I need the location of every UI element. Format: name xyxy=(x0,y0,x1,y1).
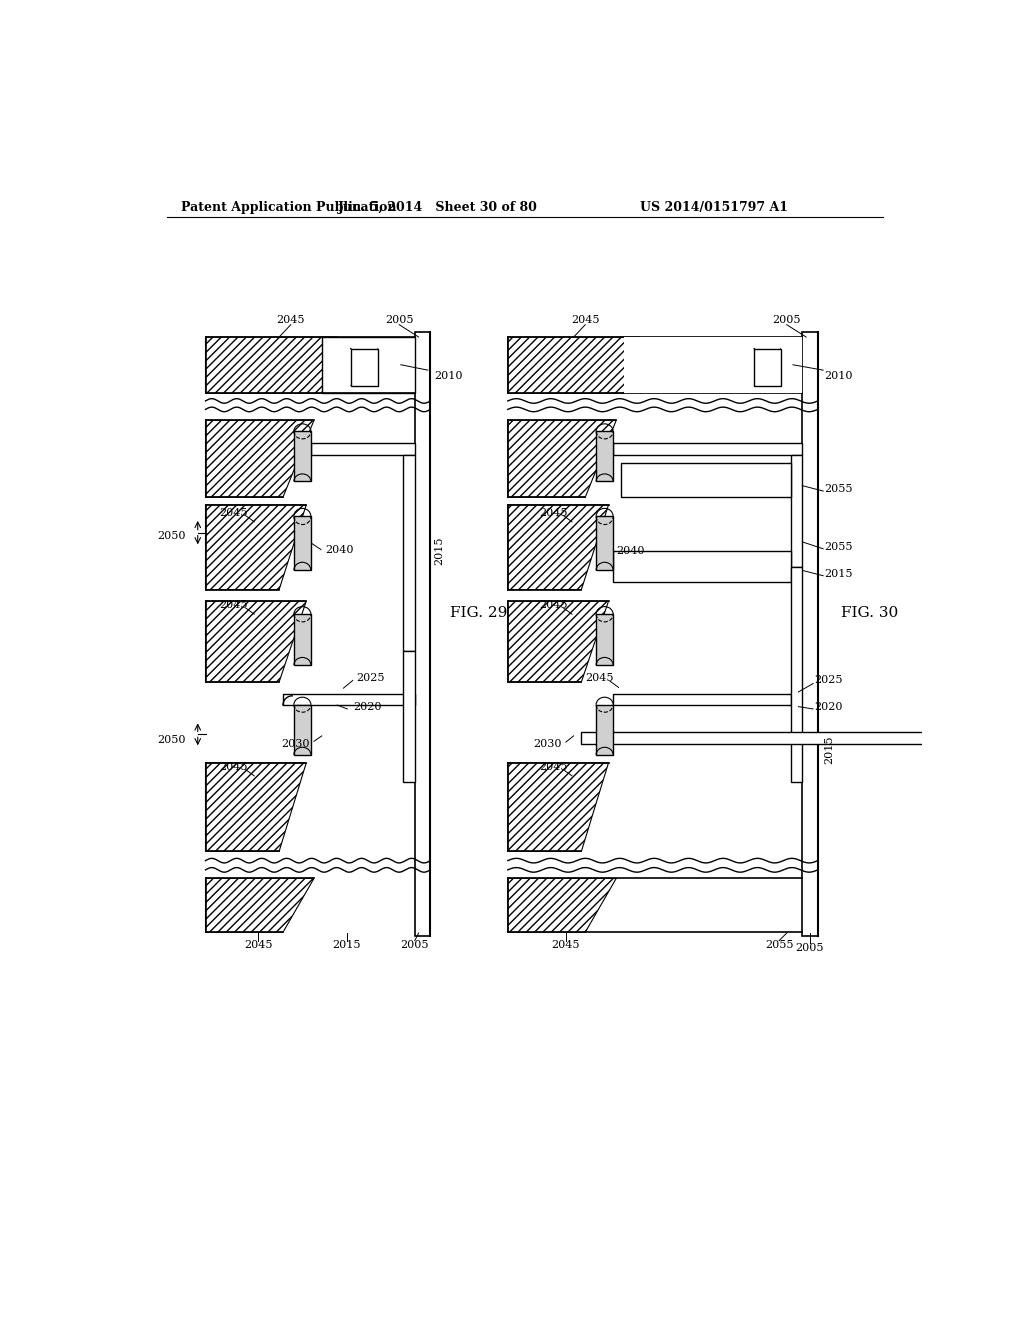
Text: 2045: 2045 xyxy=(539,762,567,772)
Text: 2025: 2025 xyxy=(356,673,385,684)
Polygon shape xyxy=(206,763,306,851)
Bar xyxy=(351,348,378,385)
Bar xyxy=(403,651,415,781)
Bar xyxy=(791,455,802,566)
Bar xyxy=(294,432,311,482)
Text: 2015: 2015 xyxy=(333,940,360,950)
Text: 2015: 2015 xyxy=(824,569,852,579)
Text: 2040: 2040 xyxy=(616,546,645,556)
Text: 2055: 2055 xyxy=(765,940,794,950)
Text: Patent Application Publication: Patent Application Publication xyxy=(180,201,396,214)
Bar xyxy=(596,614,613,665)
Text: 2040: 2040 xyxy=(326,545,354,554)
Text: Jun. 5, 2014   Sheet 30 of 80: Jun. 5, 2014 Sheet 30 of 80 xyxy=(338,201,538,214)
Bar xyxy=(596,516,613,570)
Polygon shape xyxy=(206,337,337,393)
Bar xyxy=(283,693,415,705)
Text: FIG. 30: FIG. 30 xyxy=(841,606,898,619)
Text: 2045: 2045 xyxy=(219,762,248,772)
Text: 2010: 2010 xyxy=(824,371,852,380)
Bar xyxy=(415,331,430,936)
Text: 2045: 2045 xyxy=(539,508,567,517)
Text: 2045: 2045 xyxy=(571,315,599,325)
Polygon shape xyxy=(508,878,616,932)
Bar xyxy=(403,455,415,651)
Bar xyxy=(294,516,311,570)
Bar xyxy=(791,566,802,781)
Text: US 2014/0151797 A1: US 2014/0151797 A1 xyxy=(640,201,787,214)
Text: 2005: 2005 xyxy=(772,315,801,325)
Text: 2045: 2045 xyxy=(244,940,272,950)
Text: 2030: 2030 xyxy=(534,739,562,748)
Polygon shape xyxy=(206,420,314,498)
Text: 2015: 2015 xyxy=(434,537,444,565)
Text: FIG. 29: FIG. 29 xyxy=(450,606,507,619)
Text: 2045: 2045 xyxy=(219,508,248,517)
Text: 2020: 2020 xyxy=(814,702,843,711)
Text: 2055: 2055 xyxy=(824,543,852,552)
Text: 2015: 2015 xyxy=(824,735,834,764)
Bar xyxy=(802,331,818,936)
Bar xyxy=(581,733,1024,743)
Text: 2045: 2045 xyxy=(219,601,248,610)
Polygon shape xyxy=(508,337,640,393)
Text: 2005: 2005 xyxy=(385,315,414,325)
Polygon shape xyxy=(206,878,314,932)
Bar xyxy=(755,348,780,385)
Text: 2020: 2020 xyxy=(352,702,381,711)
Polygon shape xyxy=(508,601,608,682)
Bar xyxy=(294,705,311,755)
Text: 2045: 2045 xyxy=(552,940,581,950)
Bar xyxy=(322,337,415,393)
Bar xyxy=(596,705,613,755)
Bar xyxy=(311,444,415,455)
Text: 2030: 2030 xyxy=(282,739,310,748)
Polygon shape xyxy=(206,506,306,590)
Bar xyxy=(621,462,791,498)
Text: 2045: 2045 xyxy=(586,673,613,684)
Polygon shape xyxy=(508,506,608,590)
Text: 2050: 2050 xyxy=(158,735,186,744)
Bar xyxy=(613,693,791,705)
Text: 2005: 2005 xyxy=(796,942,824,953)
Polygon shape xyxy=(206,601,306,682)
Bar xyxy=(624,337,802,393)
Text: 2010: 2010 xyxy=(434,371,463,380)
Bar xyxy=(294,614,311,665)
Bar xyxy=(613,552,791,582)
Text: 2045: 2045 xyxy=(276,315,305,325)
Text: 2025: 2025 xyxy=(814,676,843,685)
Text: 2045: 2045 xyxy=(539,601,567,610)
Polygon shape xyxy=(508,763,608,851)
Polygon shape xyxy=(508,420,616,498)
Text: 2055: 2055 xyxy=(824,484,852,495)
Text: 2005: 2005 xyxy=(400,940,429,950)
Bar xyxy=(596,432,613,482)
Bar xyxy=(613,444,802,455)
Text: 2050: 2050 xyxy=(158,531,186,541)
